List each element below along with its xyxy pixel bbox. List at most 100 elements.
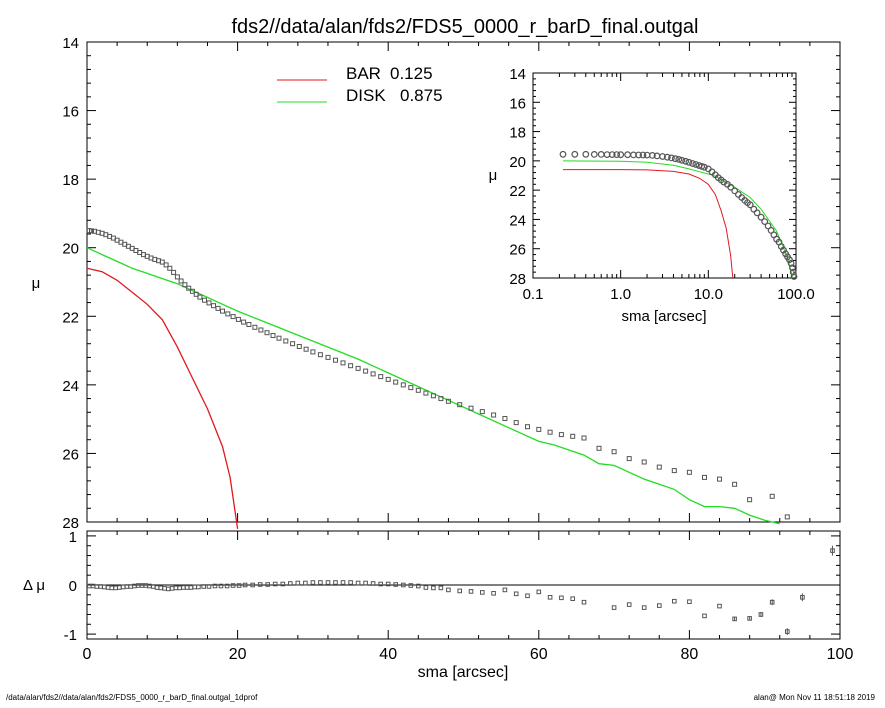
residual-point xyxy=(230,583,236,588)
residual-point xyxy=(559,595,564,601)
data-point xyxy=(491,412,497,418)
inset-data-point xyxy=(757,213,765,221)
residual-plot-series xyxy=(87,545,840,636)
data-point xyxy=(430,393,436,399)
data-point xyxy=(445,398,451,404)
data-point xyxy=(171,269,177,275)
residual-y-axis-label: Δ μ xyxy=(23,577,45,594)
inset-data-point xyxy=(663,153,671,161)
inset-data-point xyxy=(700,163,708,171)
residual-point xyxy=(272,581,278,587)
residual-point xyxy=(181,585,186,590)
residual-point xyxy=(355,580,361,586)
residual-point xyxy=(581,599,587,605)
data-point xyxy=(276,335,282,341)
residual-point xyxy=(201,584,206,589)
inset-data-point xyxy=(789,264,796,272)
residual-y-tick-label: 0 xyxy=(69,578,77,595)
residual-point xyxy=(480,590,485,595)
residual-point xyxy=(702,613,707,619)
residual-point xyxy=(438,585,444,591)
data-point xyxy=(178,278,184,284)
residual-point xyxy=(212,583,218,589)
data-point xyxy=(340,360,346,366)
inset-data-point xyxy=(571,150,579,158)
residual-point xyxy=(310,580,316,585)
data-point xyxy=(513,420,519,426)
residual-point xyxy=(431,585,436,591)
inset-data-point xyxy=(786,256,793,264)
inset-data-point xyxy=(678,156,686,164)
residual-point xyxy=(303,580,308,586)
residual-point xyxy=(370,581,376,586)
residual-point xyxy=(154,585,160,590)
main-y-tick-label: 24 xyxy=(62,378,79,395)
residual-point xyxy=(206,584,212,589)
inset-series-bar-line xyxy=(563,169,734,279)
chart-title: fds2//data/alan/fds2/FDS5_0000_r_barD_fi… xyxy=(232,16,699,38)
residual-point xyxy=(657,603,662,608)
residual-plot: 0 20 40 60 80 100 -1 0 1 Δ μ sma [arcsec] xyxy=(23,529,853,681)
data-point xyxy=(702,474,707,480)
data-point xyxy=(581,435,587,441)
residual-point xyxy=(218,583,224,589)
data-point xyxy=(626,456,632,462)
inset-data-point xyxy=(789,268,797,276)
data-point xyxy=(525,424,530,430)
data-point xyxy=(502,416,508,421)
data-point xyxy=(167,265,173,271)
inset-plot-ticks: 14 16 18 20 22 24 26 280.1 1.0 10.0 100.0 xyxy=(509,66,814,303)
residual-y-tick-label: 1 xyxy=(69,529,77,546)
inset-data-point xyxy=(608,151,616,159)
data-point xyxy=(333,357,338,363)
data-point xyxy=(252,324,258,330)
residual-point xyxy=(224,583,230,589)
inset-y-tick-label: 24 xyxy=(509,212,526,229)
data-point xyxy=(89,228,94,234)
data-point xyxy=(246,322,252,327)
data-point xyxy=(230,314,236,320)
residual-point xyxy=(102,584,107,590)
residual-point xyxy=(236,583,242,588)
data-point xyxy=(596,445,602,451)
residual-point xyxy=(166,586,171,592)
data-point xyxy=(378,374,384,380)
residual-point xyxy=(502,587,508,593)
main-y-tick-label: 18 xyxy=(62,172,79,189)
residual-point xyxy=(570,596,576,602)
series-disk-line xyxy=(86,247,780,525)
inset-x-tick-label: 100.0 xyxy=(777,286,815,303)
residual-point xyxy=(830,548,835,553)
data-point xyxy=(348,363,354,369)
residual-point xyxy=(672,598,677,604)
inset-x-tick-label: 1.0 xyxy=(610,286,631,303)
data-point xyxy=(457,402,463,408)
residual-point xyxy=(184,585,190,590)
residual-x-tick-label: 0 xyxy=(83,646,92,663)
data-point xyxy=(235,316,241,322)
data-point xyxy=(159,259,165,265)
main-plot-frame xyxy=(86,41,841,523)
residual-point xyxy=(378,581,383,587)
inset-x-axis-label: sma [arcsec] xyxy=(621,308,706,325)
data-point xyxy=(197,294,203,300)
residual-point xyxy=(265,582,270,587)
residual-point xyxy=(158,585,164,591)
data-point xyxy=(215,305,221,311)
data-point xyxy=(686,469,692,475)
data-point xyxy=(355,365,361,371)
data-point xyxy=(385,376,391,382)
residual-point xyxy=(120,584,126,590)
residual-point xyxy=(457,588,462,594)
inset-y-tick-label: 26 xyxy=(509,242,526,259)
residual-point xyxy=(687,599,692,605)
residual-x-axis-label: sma [arcsec] xyxy=(418,664,509,681)
data-point xyxy=(290,341,296,347)
data-point xyxy=(363,368,369,374)
data-point xyxy=(641,459,647,465)
residual-point xyxy=(717,603,722,609)
main-y-tick-label: 20 xyxy=(62,241,79,258)
residual-point xyxy=(393,582,398,587)
inset-y-axis-label: μ xyxy=(489,167,498,184)
